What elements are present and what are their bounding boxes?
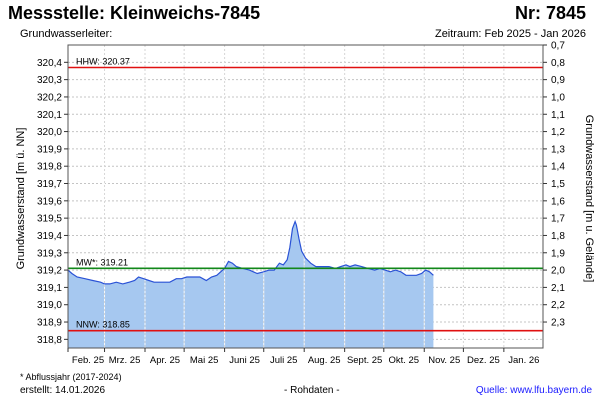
y-tick-label: 319,7 — [37, 179, 62, 190]
y-tick-label: 319,8 — [37, 162, 62, 173]
y-tick-label: 320,1 — [37, 110, 62, 121]
y-tick-label-right: 1,3 — [551, 144, 565, 155]
reference-label: MW*: 319.21 — [76, 257, 128, 267]
plot-frame — [67, 44, 544, 349]
level-line — [67, 219, 434, 285]
y-tick-label-right: 0,8 — [551, 58, 565, 69]
y-tick-label: 319,0 — [37, 300, 62, 311]
x-tick-label: Apr. 25 — [150, 355, 180, 366]
y-tick-label-right: 1,6 — [551, 196, 565, 207]
level-area-fill — [68, 221, 434, 348]
raw-data-note: - Rohdaten - — [284, 385, 340, 396]
y-tick-label: 319,9 — [37, 144, 62, 155]
x-tick-label: Juni 25 — [229, 355, 260, 366]
y-tick-label-right: 1,5 — [551, 179, 565, 190]
y-tick-label: 318,8 — [37, 335, 62, 346]
y-tick-label: 320,0 — [37, 127, 62, 138]
footnote: * Abflussjahr (2017-2024) — [20, 372, 122, 382]
x-tick-label: Okt. 25 — [388, 355, 419, 366]
y-tick-label-right: 2,0 — [551, 266, 565, 277]
y-tick-label: 320,3 — [37, 75, 62, 86]
y-tick-label: 320,4 — [37, 58, 62, 69]
x-tick-label: Jan. 26 — [508, 355, 539, 366]
y-tick-label-right: 1,0 — [551, 92, 565, 103]
period-label: Zeitraum: Feb 2025 - Jan 2026 — [434, 28, 586, 40]
y-axis-right: 0,7 0,8 0,9 1,0 1,1 1,2 1,3 1,4 1,5 1,6 1,7 1,8 1,9 2… — [543, 41, 565, 329]
y-tick-label-right: 1,9 — [551, 248, 565, 259]
y-tick-label: 319,1 — [37, 283, 62, 294]
y-axis-left: 320,4 320,3 320,2 320,1 320,0 319,9 319,8 319,7… — [37, 58, 68, 346]
y-tick-label: 320,2 — [37, 92, 62, 103]
y-tick-label-right: 2,2 — [551, 300, 565, 311]
x-tick-label: Nov. 25 — [428, 355, 460, 366]
station-number: Nr: 7845 — [514, 3, 586, 23]
page-title: Messstelle: Kleinweichs-7845 — [8, 3, 261, 23]
y-tick-label-right: 1,2 — [551, 127, 565, 138]
y-tick-label: 319,6 — [37, 196, 62, 207]
y-tick-label: 319,3 — [37, 248, 62, 259]
y-axis-label-right: Grundwasserstand [m u. Gelände] — [583, 115, 595, 283]
aquifer-label: Grundwasserleiter: — [20, 28, 113, 40]
x-tick-label: Juli 25 — [270, 355, 297, 366]
y-tick-label: 319,2 — [37, 266, 62, 277]
source-link[interactable]: Quelle: www.lfu.bayern.de — [475, 385, 592, 396]
y-tick-label-right: 1,7 — [551, 214, 565, 225]
y-tick-label: 319,4 — [37, 231, 62, 242]
x-axis: Feb. 25 Mrz. 25 Apr. 25 Mai 25 Juni 25 Juli 2… — [67, 348, 539, 366]
reference-label: HHW: 320.37 — [76, 57, 130, 67]
x-tick-label: Sept. 25 — [347, 355, 382, 366]
y-tick-label: 319,5 — [37, 214, 62, 225]
created-date: erstellt: 14.01.2026 — [20, 385, 106, 396]
y-axis-label-left: Grundwasserstand [m ü. NN] — [15, 128, 27, 270]
y-tick-label-right: 2,3 — [551, 318, 565, 329]
x-tick-label: Feb. 25 — [72, 355, 104, 366]
reference-lines: HHW: 320.37 MW*: 319.21 NNW: 318.85 — [68, 57, 543, 332]
y-tick-label: 318,9 — [37, 318, 62, 329]
x-tick-label: Aug. 25 — [308, 355, 341, 366]
x-tick-label: Mrz. 25 — [109, 355, 141, 366]
y-tick-label-right: 1,4 — [551, 162, 565, 173]
y-tick-label-right: 1,8 — [551, 231, 565, 242]
y-tick-label-right: 0,7 — [551, 41, 565, 52]
y-tick-label-right: 2,1 — [551, 283, 565, 294]
x-tick-label: Mai 25 — [190, 355, 219, 366]
y-tick-label-right: 1,1 — [551, 110, 565, 121]
y-tick-label-right: 0,9 — [551, 75, 565, 86]
reference-label: NNW: 318.85 — [76, 320, 130, 330]
x-tick-label: Dez. 25 — [467, 355, 500, 366]
